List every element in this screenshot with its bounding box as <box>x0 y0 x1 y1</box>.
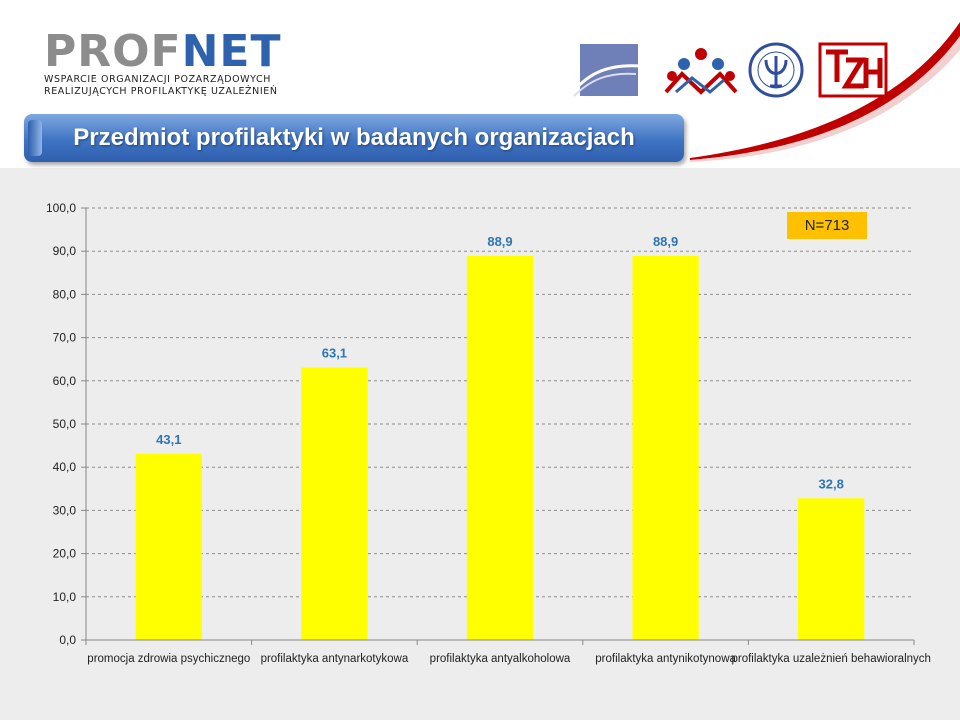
sample-size-badge: N=713 <box>787 212 867 239</box>
y-tick-label: 60,0 <box>53 374 77 388</box>
logo-tagline-2: REALIZUJĄCYCH PROFILAKTYKĘ UZALEŻNIEŃ <box>44 86 278 97</box>
bar-value-label: 88,9 <box>487 234 512 249</box>
x-category-label: profilaktyka antyalkoholowa <box>430 653 571 665</box>
y-tick-label: 20,0 <box>53 547 77 561</box>
profnet-logo: PROFNET WSPARCIE ORGANIZACJI POZARZĄDOWY… <box>44 30 282 98</box>
bar-value-label: 32,8 <box>819 476 844 491</box>
y-tick-label: 50,0 <box>53 417 77 431</box>
y-tick-label: 80,0 <box>53 287 77 301</box>
y-tick-label: 30,0 <box>53 503 77 517</box>
x-axis-ticks: promocja zdrowia psychicznego profilaktyk… <box>85 640 931 665</box>
bar <box>798 498 865 640</box>
x-category-label: profilaktyka antynikotynowa <box>595 653 736 665</box>
bar-chart: 0,0 10,0 20,0 30,0 40,0 50,0 60,0 70,0 80,0 90,0 1… <box>46 201 931 665</box>
bar-value-label: 88,9 <box>653 234 678 249</box>
bar <box>135 453 202 640</box>
wave-logo-icon <box>566 44 641 99</box>
y-tick-label: 70,0 <box>53 331 77 345</box>
logo-tagline-1: WSPARCIE ORGANIZACJI POZARZĄDOWYCH <box>44 74 272 85</box>
x-category-label: profilaktyka uzależnień behawioralnych <box>731 653 930 665</box>
tzn-logo-icon <box>818 42 888 98</box>
people-logo-icon <box>664 48 738 95</box>
logo-net-text: NET <box>181 26 282 77</box>
title-bar-cap <box>28 120 42 156</box>
x-category-label: promocja zdrowia psychicznego <box>87 653 250 665</box>
y-tick-label: 90,0 <box>53 244 77 258</box>
bar <box>301 367 368 640</box>
y-tick-label: 0,0 <box>59 633 76 647</box>
y-tick-label: 10,0 <box>53 590 77 604</box>
red-swoosh-decoration <box>690 22 960 162</box>
psychology-seal-icon <box>748 42 804 98</box>
title-bar: Przedmiot profilaktyki w badanych organi… <box>24 114 684 162</box>
logo-prof-text: PROF <box>44 26 182 77</box>
slide-title: Przedmiot profilaktyki w badanych organi… <box>73 124 635 151</box>
y-tick-label: 40,0 <box>53 460 77 474</box>
x-category-label: profilaktyka antynarkotykowa <box>261 653 409 665</box>
y-axis-ticks: 0,0 10,0 20,0 30,0 40,0 50,0 60,0 70,0 80,0 90,0 1… <box>46 201 86 647</box>
bar <box>466 255 534 640</box>
y-tick-label: 100,0 <box>46 201 76 215</box>
bar-value-label: 43,1 <box>156 432 181 447</box>
value-labels: 43,1 63,1 88,9 88,9 32,8 <box>156 234 844 491</box>
bars <box>135 255 865 640</box>
bar <box>632 255 699 640</box>
bar-value-label: 63,1 <box>322 345 347 360</box>
